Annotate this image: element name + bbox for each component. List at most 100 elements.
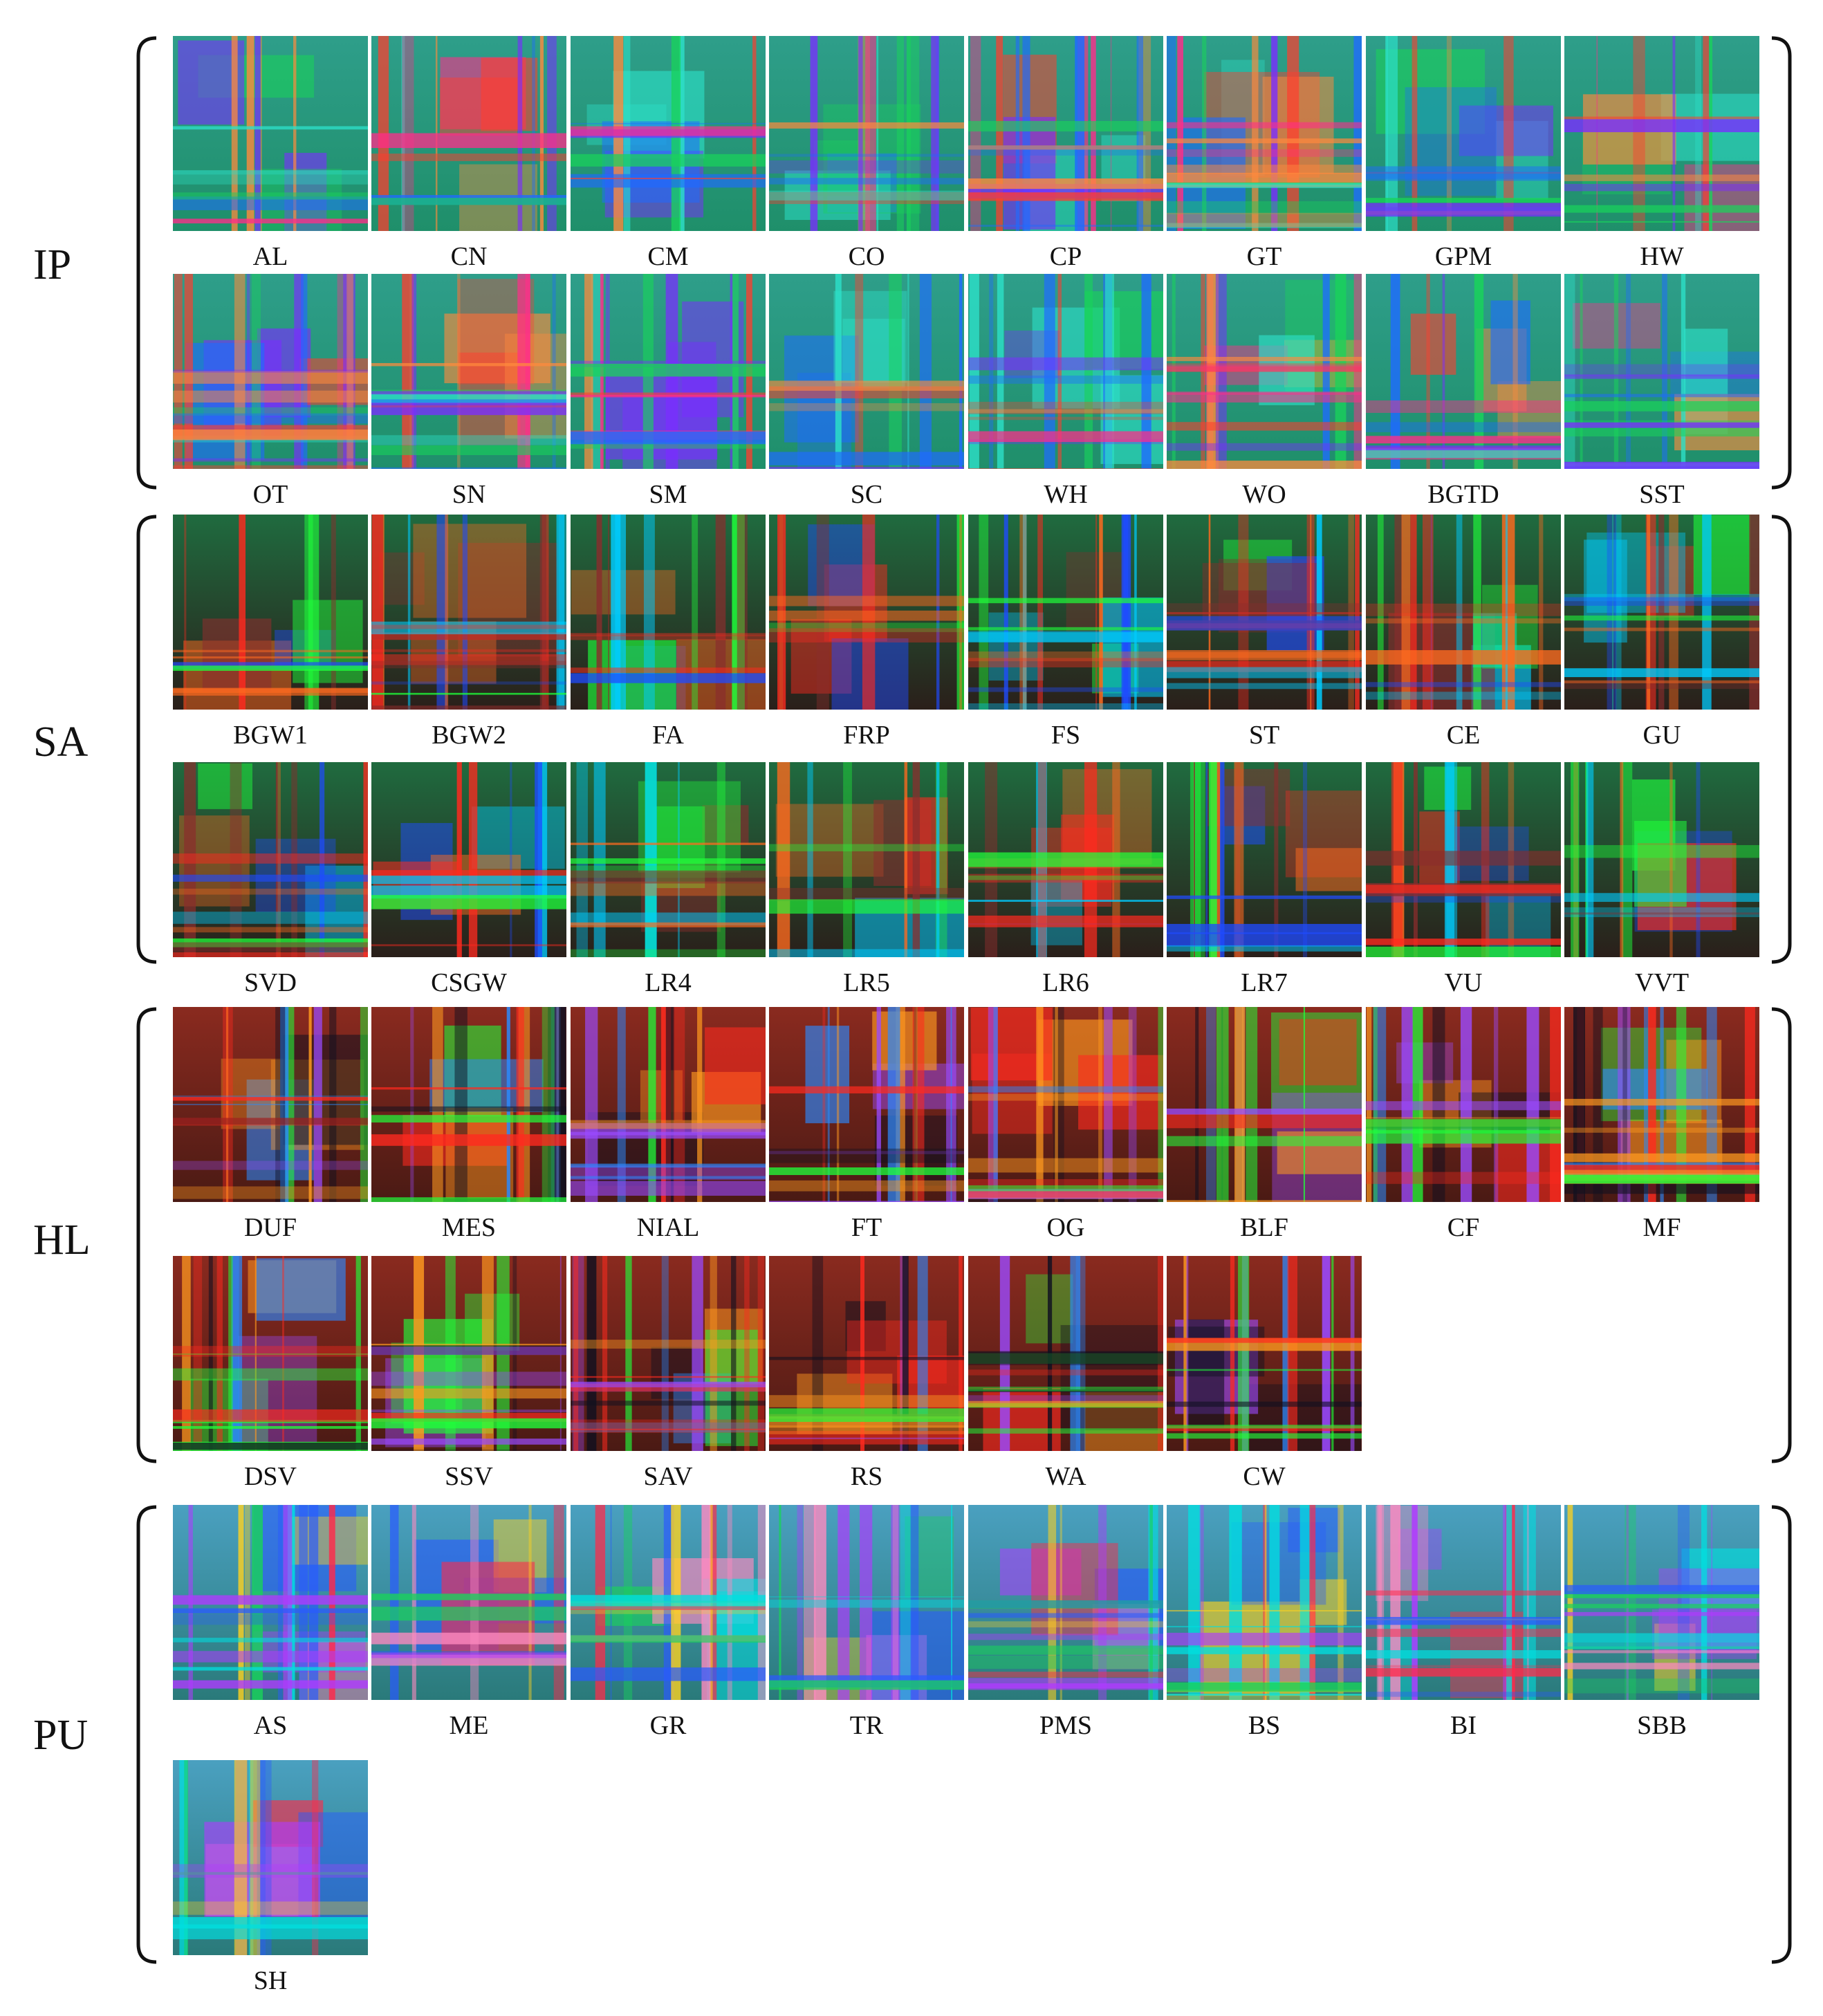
tile-label: DUF — [243, 1213, 297, 1242]
tile-label: BGW1 — [233, 721, 308, 750]
tile-label: GPM — [1434, 242, 1492, 271]
tile-label: FS — [1051, 721, 1081, 750]
tile-al — [173, 36, 368, 231]
group-label-pu: PU — [33, 1712, 89, 1759]
tile-label: AS — [253, 1711, 288, 1740]
tile-bgw2 — [371, 515, 566, 710]
tile-hw — [1564, 36, 1759, 231]
tile-label: SVD — [243, 968, 297, 997]
tile-blf — [1167, 1007, 1362, 1202]
tile-label: CN — [450, 242, 488, 271]
tile-sbb — [1564, 1505, 1759, 1700]
tile-gt — [1167, 36, 1362, 231]
tile-label: SAV — [643, 1462, 693, 1491]
tile-label: FRP — [843, 721, 890, 750]
tile-cm — [571, 36, 766, 231]
tile-cw — [1167, 1256, 1362, 1451]
tile-sm — [571, 274, 766, 469]
tile-label: RS — [850, 1462, 883, 1491]
tile-mf — [1564, 1007, 1759, 1202]
left-bracket — [136, 515, 157, 964]
tile-label: FT — [851, 1213, 882, 1242]
tile-label: WH — [1044, 480, 1088, 509]
tile-as — [173, 1505, 368, 1700]
tile-label: SH — [253, 1966, 288, 1995]
tile-gr — [571, 1505, 766, 1700]
tile-lr7 — [1167, 762, 1362, 957]
tile-gpm — [1366, 36, 1561, 231]
tile-label: MF — [1642, 1213, 1681, 1242]
tile-label: BGTD — [1427, 480, 1499, 509]
tile-label: CM — [647, 242, 689, 271]
tile-label: WO — [1242, 480, 1286, 509]
tile-label: NIAL — [636, 1213, 700, 1242]
tile-label: WA — [1045, 1462, 1086, 1491]
tile-label: FA — [652, 721, 684, 750]
group-label-ip: IP — [33, 241, 72, 288]
tile-label: SN — [452, 480, 486, 509]
tile-vvt — [1564, 762, 1759, 957]
tile-bs — [1167, 1505, 1362, 1700]
tile-ft — [769, 1007, 964, 1202]
tile-label: CO — [848, 242, 885, 271]
tile-lr6 — [968, 762, 1163, 957]
tile-mes — [371, 1007, 566, 1202]
tile-label: LR4 — [645, 968, 692, 997]
group-label-sa: SA — [33, 719, 89, 766]
tile-label: SC — [850, 480, 883, 509]
tile-label: PMS — [1039, 1711, 1093, 1740]
tile-sav — [571, 1256, 766, 1451]
tile-dsv — [173, 1256, 368, 1451]
tile-cn — [371, 36, 566, 231]
tile-og — [968, 1007, 1163, 1202]
tile-rs — [769, 1256, 964, 1451]
tile-label: MES — [441, 1213, 497, 1242]
tile-label: ST — [1248, 721, 1280, 750]
tile-label: BLF — [1240, 1213, 1288, 1242]
tile-label: OG — [1046, 1213, 1085, 1242]
tile-label: SSV — [445, 1462, 493, 1491]
tile-label: SM — [649, 480, 687, 509]
tile-label: CF — [1447, 1213, 1480, 1242]
tile-label: ME — [449, 1711, 489, 1740]
tile-sc — [769, 274, 964, 469]
tile-wo — [1167, 274, 1362, 469]
right-bracket — [1771, 515, 1792, 964]
tile-label: SST — [1639, 480, 1685, 509]
tile-co — [769, 36, 964, 231]
tile-label: CE — [1446, 721, 1481, 750]
tile-label: GU — [1642, 721, 1681, 750]
tile-sh — [173, 1760, 368, 1955]
tile-label: LR5 — [843, 968, 890, 997]
group-label-hl: HL — [33, 1217, 91, 1264]
tile-bi — [1366, 1505, 1561, 1700]
tile-duf — [173, 1007, 368, 1202]
tile-cf — [1366, 1007, 1561, 1202]
tile-sst — [1564, 274, 1759, 469]
tile-lr4 — [571, 762, 766, 957]
tile-sn — [371, 274, 566, 469]
tile-bgtd — [1366, 274, 1561, 469]
tile-me — [371, 1505, 566, 1700]
tile-nial — [571, 1007, 766, 1202]
tile-csgw — [371, 762, 566, 957]
tile-bgw1 — [173, 515, 368, 710]
tile-vu — [1366, 762, 1561, 957]
tile-label: BGW2 — [432, 721, 506, 750]
tile-label: LR6 — [1042, 968, 1089, 997]
tile-label: TR — [849, 1711, 884, 1740]
tile-label: SBB — [1637, 1711, 1687, 1740]
tile-tr — [769, 1505, 964, 1700]
tile-ce — [1366, 515, 1561, 710]
tile-lr5 — [769, 762, 964, 957]
tile-label: CW — [1243, 1462, 1286, 1491]
tile-label: VVT — [1634, 968, 1690, 997]
tile-pms — [968, 1505, 1163, 1700]
tile-svd — [173, 762, 368, 957]
tile-label: GR — [649, 1711, 687, 1740]
tile-label: LR7 — [1241, 968, 1288, 997]
tile-label: VU — [1444, 968, 1483, 997]
tile-label: OT — [252, 480, 288, 509]
tile-st — [1167, 515, 1362, 710]
left-bracket — [136, 36, 157, 490]
